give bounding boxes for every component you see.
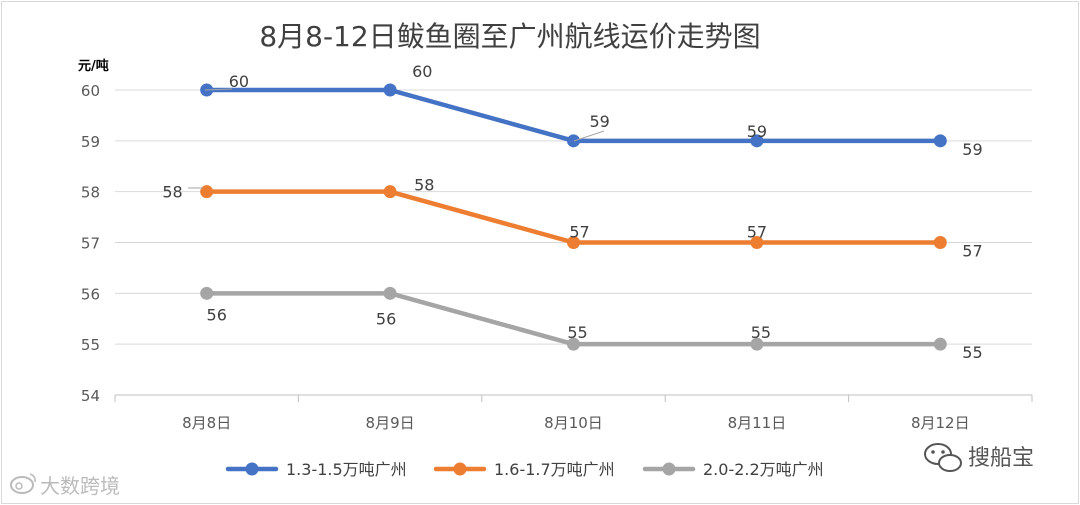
data-point [567, 134, 580, 148]
data-point [933, 337, 947, 351]
legend-label: 1.3-1.5万吨广州 [286, 460, 407, 479]
data-point [750, 236, 764, 249]
data-label: 57 [747, 223, 767, 242]
data-label: 58 [162, 183, 182, 202]
watermark-left-text: 大数跨境 [40, 474, 120, 498]
series-line [204, 87, 943, 144]
data-label: 55 [962, 343, 982, 362]
data-label: 56 [207, 305, 227, 324]
legend-label: 2.0-2.2万吨广州 [703, 460, 824, 479]
data-point [383, 83, 397, 97]
data-point [383, 286, 397, 300]
data-label: 60 [229, 72, 249, 91]
y-tick-label: 60 [81, 82, 100, 100]
wechat-icon [924, 443, 962, 472]
data-label: 58 [414, 176, 434, 195]
data-label: 55 [751, 323, 771, 342]
series-layer [200, 83, 947, 351]
chart-title: 8月8-12日鲅鱼圈至广州航线运价走势图 [259, 20, 760, 53]
data-label: 57 [962, 242, 982, 261]
legend-marker [662, 462, 676, 476]
label-leader-line [573, 130, 605, 142]
data-point [750, 134, 764, 148]
legend-marker [453, 462, 467, 476]
legend: 1.3-1.5万吨广州 1.6-1.7万吨广州 2.0-2.2万吨广州 [225, 460, 824, 479]
weibo-icon [10, 473, 36, 494]
data-label: 56 [376, 309, 396, 328]
y-tick-label: 55 [81, 336, 100, 354]
watermark-left: 大数跨境 [10, 473, 120, 498]
data-point [750, 337, 764, 351]
watermark-right: 搜船宝 [924, 443, 1034, 472]
y-tick-label: 59 [81, 133, 100, 151]
data-label: 59 [962, 140, 982, 159]
y-tick-label: 58 [81, 184, 100, 202]
data-point [567, 236, 580, 249]
watermark-right-text: 搜船宝 [968, 446, 1034, 471]
data-labels: 60 60 59 59 59 58 58 57 57 57 56 56 55 55 55 [162, 62, 982, 362]
label-leader-line [204, 88, 233, 91]
data-point [200, 185, 214, 199]
x-tick-label: 8月8日 [182, 414, 231, 432]
data-label: 57 [569, 223, 589, 242]
x-tick-label: 8月10日 [544, 414, 603, 432]
data-point [933, 236, 947, 249]
x-tick-label: 8月12日 [911, 414, 970, 432]
data-label: 59 [747, 122, 767, 141]
data-point [383, 185, 397, 199]
x-tick-label: 8月9日 [366, 414, 415, 432]
y-tick-label: 57 [81, 235, 100, 253]
x-tick-label: 8月11日 [728, 414, 787, 432]
data-label: 60 [412, 62, 432, 81]
y-tick-label: 54 [81, 387, 100, 405]
data-point [567, 337, 580, 351]
data-point [933, 134, 947, 148]
legend-label: 1.6-1.7万吨广州 [494, 460, 615, 479]
y-tick-label: 56 [81, 285, 100, 303]
gridlines [115, 89, 1032, 345]
data-label: 55 [567, 323, 587, 342]
data-label: 59 [590, 112, 610, 131]
data-point [200, 286, 214, 300]
y-axis-unit-label: 元/吨 [78, 58, 109, 74]
axes: 54 55 56 57 58 59 60 8月8日 8月9日 8月10日 8月11日 8月12日 [81, 82, 1033, 432]
legend-marker [245, 462, 259, 476]
